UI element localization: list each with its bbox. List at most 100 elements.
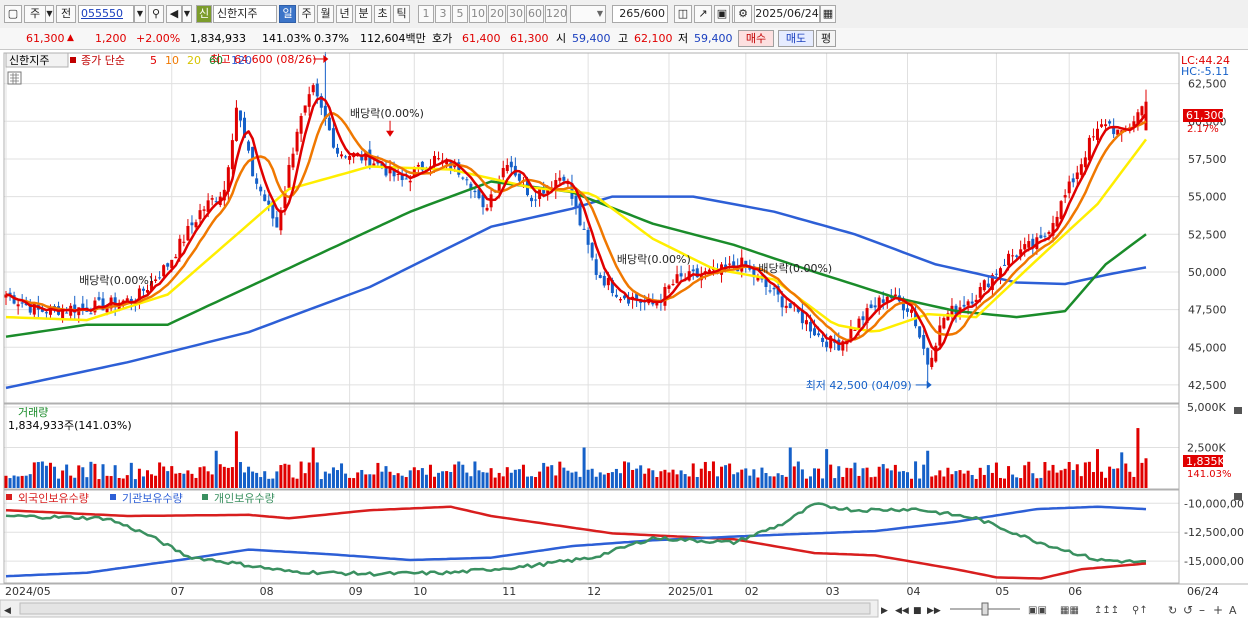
period-초[interactable]: 초 [374,5,391,23]
stock-code-input[interactable]: 055550 [78,5,134,23]
volume-bar [982,474,986,488]
candle-body [158,277,162,279]
average-button[interactable]: 평 [816,30,836,47]
volume-axis-label: 5,000K [1187,401,1226,414]
data-count-field[interactable]: 265/600 [612,5,668,23]
candle-body [784,305,788,308]
volume-bar [198,467,202,488]
candle-body [299,116,303,134]
stop-icon[interactable]: ■ [913,606,922,616]
period-분[interactable]: 분 [355,5,372,23]
chevron-down-icon[interactable]: ▼ [46,5,54,23]
ma5-line [5,96,1148,353]
magnifier-icon[interactable]: ⚲↑ [1132,605,1148,616]
volume-title: 거래량 [18,406,48,419]
minute-10[interactable]: 10 [469,5,487,23]
buy-button[interactable]: 매수 [738,30,774,47]
date-axis-label: 05 [995,585,1009,598]
zoom-out-icon[interactable]: – [1199,603,1205,617]
volume-bar [214,450,218,488]
minute-120[interactable]: 120 [545,5,567,23]
minute-1[interactable]: 1 [418,5,434,23]
volume-bar [178,472,182,488]
sell-button[interactable]: 매도 [778,30,814,47]
chart-menu-icon[interactable]: ▢ [4,5,22,23]
chevron-down-icon[interactable]: ▼ [182,5,192,23]
date-axis-label: 06 [1068,585,1082,598]
volume-bar [477,470,481,488]
data-count-value: 265 [619,7,641,20]
holdings-panel-close-icon[interactable] [1234,493,1242,500]
candle-body [788,303,792,309]
price-axis-label: 55,000 [1188,191,1227,204]
minute-30[interactable]: 30 [507,5,525,23]
candle-body [574,195,578,208]
search-icon[interactable]: ⚲ [148,5,164,23]
minute-20[interactable]: 20 [488,5,506,23]
volume-bar [392,475,396,488]
minute-5[interactable]: 5 [452,5,468,23]
candle-body [942,317,946,329]
volume-bar [279,465,283,488]
scroll-right-icon[interactable]: ▶ [881,606,888,616]
period-년[interactable]: 년 [336,5,353,23]
period-주[interactable]: 주 [298,5,315,23]
candle-body [926,348,930,365]
chart-type-select[interactable]: 주 [24,5,46,23]
volume-bar [352,478,356,488]
volume-bar [53,466,57,488]
legend-color-box [6,494,12,500]
volume-panel-close-icon[interactable] [1234,407,1242,414]
volume-bar [821,478,825,488]
holdings-line-foreign [5,505,1147,580]
minute-custom-select[interactable]: ▼ [570,5,606,23]
volume-bar [808,476,812,488]
volume-bar [861,468,865,488]
volume-bar [857,475,861,488]
volume-bar [946,467,950,488]
minute-3[interactable]: 3 [435,5,451,23]
volume-bar [736,472,740,488]
first-page-icon[interactable]: ◀◀ [895,606,909,616]
auto-scroll-icon[interactable]: ↻ [1168,604,1177,617]
prev-button[interactable]: 전 [56,5,76,23]
period-틱[interactable]: 틱 [393,5,410,23]
date-axis-label: 04 [906,585,920,598]
candle-body [934,345,938,362]
tile-view-icon[interactable]: ▣▣ [1028,605,1047,616]
zoom-slider-handle[interactable] [981,602,989,616]
date-axis-label: 07 [171,585,185,598]
stock-name-field[interactable]: 신한지주 [213,5,277,23]
volume-bar [170,466,174,488]
scroll-left-icon[interactable]: ◀ [4,606,11,616]
period-월[interactable]: 월 [317,5,334,23]
zoom-in-icon[interactable]: + [1213,603,1223,617]
candle-body [420,161,424,171]
candle-body [922,335,926,349]
candle-body [392,167,396,177]
save-icon[interactable]: ▣ [714,5,730,23]
date-input[interactable]: 2025/06/24 [754,5,820,23]
volume-bar [562,467,566,488]
font-size-icon[interactable]: A [1229,604,1237,617]
drawing-tool-icon[interactable]: ↗ [694,5,712,23]
scrollbar-thumb[interactable] [19,602,871,615]
crosshair-tools-icon[interactable]: ↥↥↥ [1094,605,1119,616]
minute-60[interactable]: 60 [526,5,544,23]
reset-icon[interactable]: ↺ [1183,603,1193,617]
gear-icon[interactable]: ⚙ [734,5,752,23]
last-page-icon[interactable]: ▶▶ [927,606,941,616]
volume-bar [340,463,344,488]
stock-chart[interactable]: 최고 64,600 (08/26) 최저 42,500 (04/09) 배당락(0.… [0,50,1248,621]
chevron-down-icon[interactable]: ▼ [134,5,146,23]
calendar-icon[interactable]: ▦ [820,5,836,23]
volume-bar [238,462,242,488]
window-layout-icon[interactable]: ▦▦ [1060,605,1079,616]
candle-body [145,290,149,293]
candle-body [804,320,808,325]
speaker-icon[interactable]: ◀ [166,5,182,23]
candle-settings-icon[interactable]: ◫ [674,5,692,23]
period-일[interactable]: 일 [279,5,296,23]
volume-bar [598,472,602,488]
price-change: 1,200 [95,32,127,45]
